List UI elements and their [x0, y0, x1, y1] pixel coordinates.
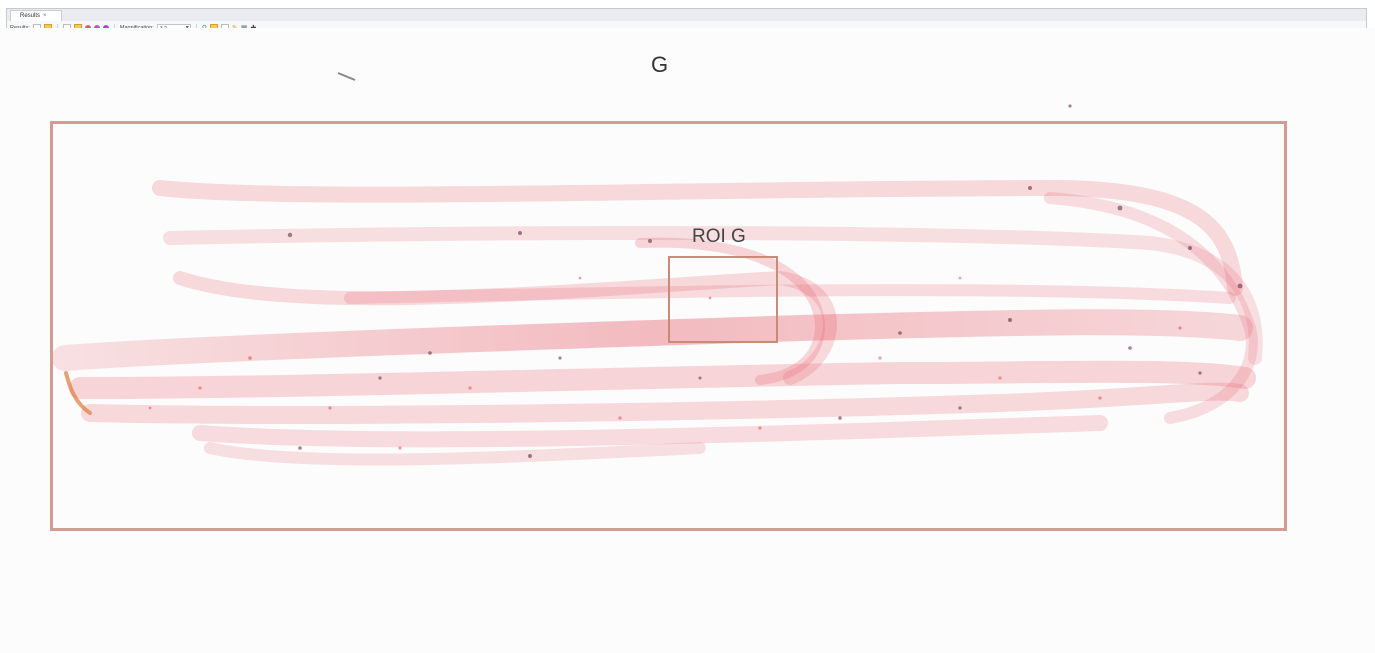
close-icon[interactable]: × [43, 13, 47, 19]
slide-viewer[interactable] [0, 28, 1375, 653]
stain-speckles [287, 104, 1243, 458]
tissue-image [52, 72, 1263, 466]
roi-outer-box[interactable] [50, 121, 1287, 531]
tab-results[interactable]: Results × [10, 10, 62, 21]
roi-inner-box[interactable] [668, 256, 778, 343]
tab-results-label: Results [20, 13, 41, 19]
debris-mark [337, 72, 356, 81]
stain-speckles-red [148, 276, 1182, 450]
tissue-fibers [52, 179, 1263, 466]
slide-label: G [651, 52, 669, 77]
roi-label: ROI G [692, 226, 746, 247]
